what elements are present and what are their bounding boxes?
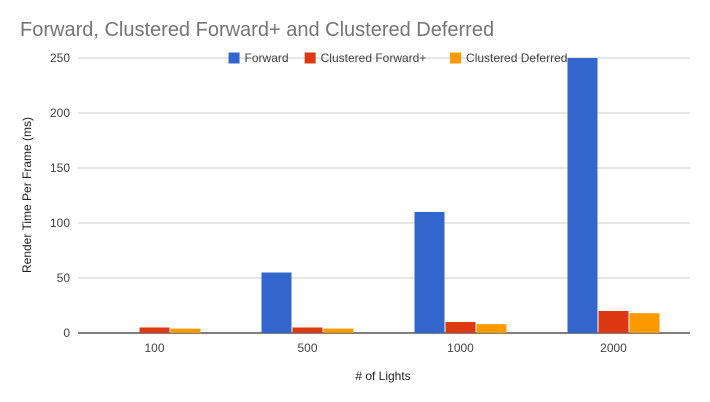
bar-clustered-deferred-1000 [476, 324, 507, 333]
bar-forward-2000 [567, 58, 598, 333]
bar-clustered-deferred-100 [170, 328, 201, 333]
legend-swatch-clustered-deferred [450, 52, 462, 64]
legend-label-forward: Forward [245, 51, 289, 65]
bar-clustered-forward-2000 [598, 311, 629, 333]
x-tick-label: 2000 [600, 341, 627, 355]
y-tick-label: 250 [50, 51, 70, 65]
y-axis-ticks: 0 50 100 150 200 250 [50, 51, 70, 340]
x-tick-label: 500 [297, 341, 317, 355]
y-tick-label: 50 [57, 271, 71, 285]
bar-clustered-deferred-2000 [629, 313, 660, 333]
bar-forward-500 [261, 272, 292, 333]
x-tick-label: 100 [144, 341, 164, 355]
bar-clustered-forward-500 [292, 327, 323, 333]
x-tick-label: 1000 [447, 341, 474, 355]
y-tick-label: 150 [50, 161, 70, 175]
bar-clustered-forward-100 [139, 327, 170, 333]
y-tick-label: 0 [63, 326, 70, 340]
bar-forward-1000 [414, 212, 445, 333]
y-tick-label: 200 [50, 106, 70, 120]
legend-swatch-clustered-forward [304, 52, 316, 64]
legend-label-clustered-forward: Clustered Forward+ [321, 51, 427, 65]
legend: Forward Clustered Forward+ Clustered Defer… [228, 51, 567, 65]
bar-clustered-deferred-500 [323, 328, 354, 333]
y-axis-label: Render Time Per Frame (ms) [20, 117, 34, 273]
legend-swatch-forward [228, 52, 240, 64]
bars [139, 58, 660, 333]
x-axis-label: # of Lights [355, 369, 410, 383]
x-axis-ticks: 100 500 1000 2000 [144, 341, 627, 355]
bar-clustered-forward-1000 [445, 322, 476, 333]
gridlines [78, 57, 690, 334]
legend-label-clustered-deferred: Clustered Deferred [466, 51, 567, 65]
y-tick-label: 100 [50, 216, 70, 230]
chart-title: Forward, Clustered Forward+ and Clustere… [20, 19, 494, 41]
